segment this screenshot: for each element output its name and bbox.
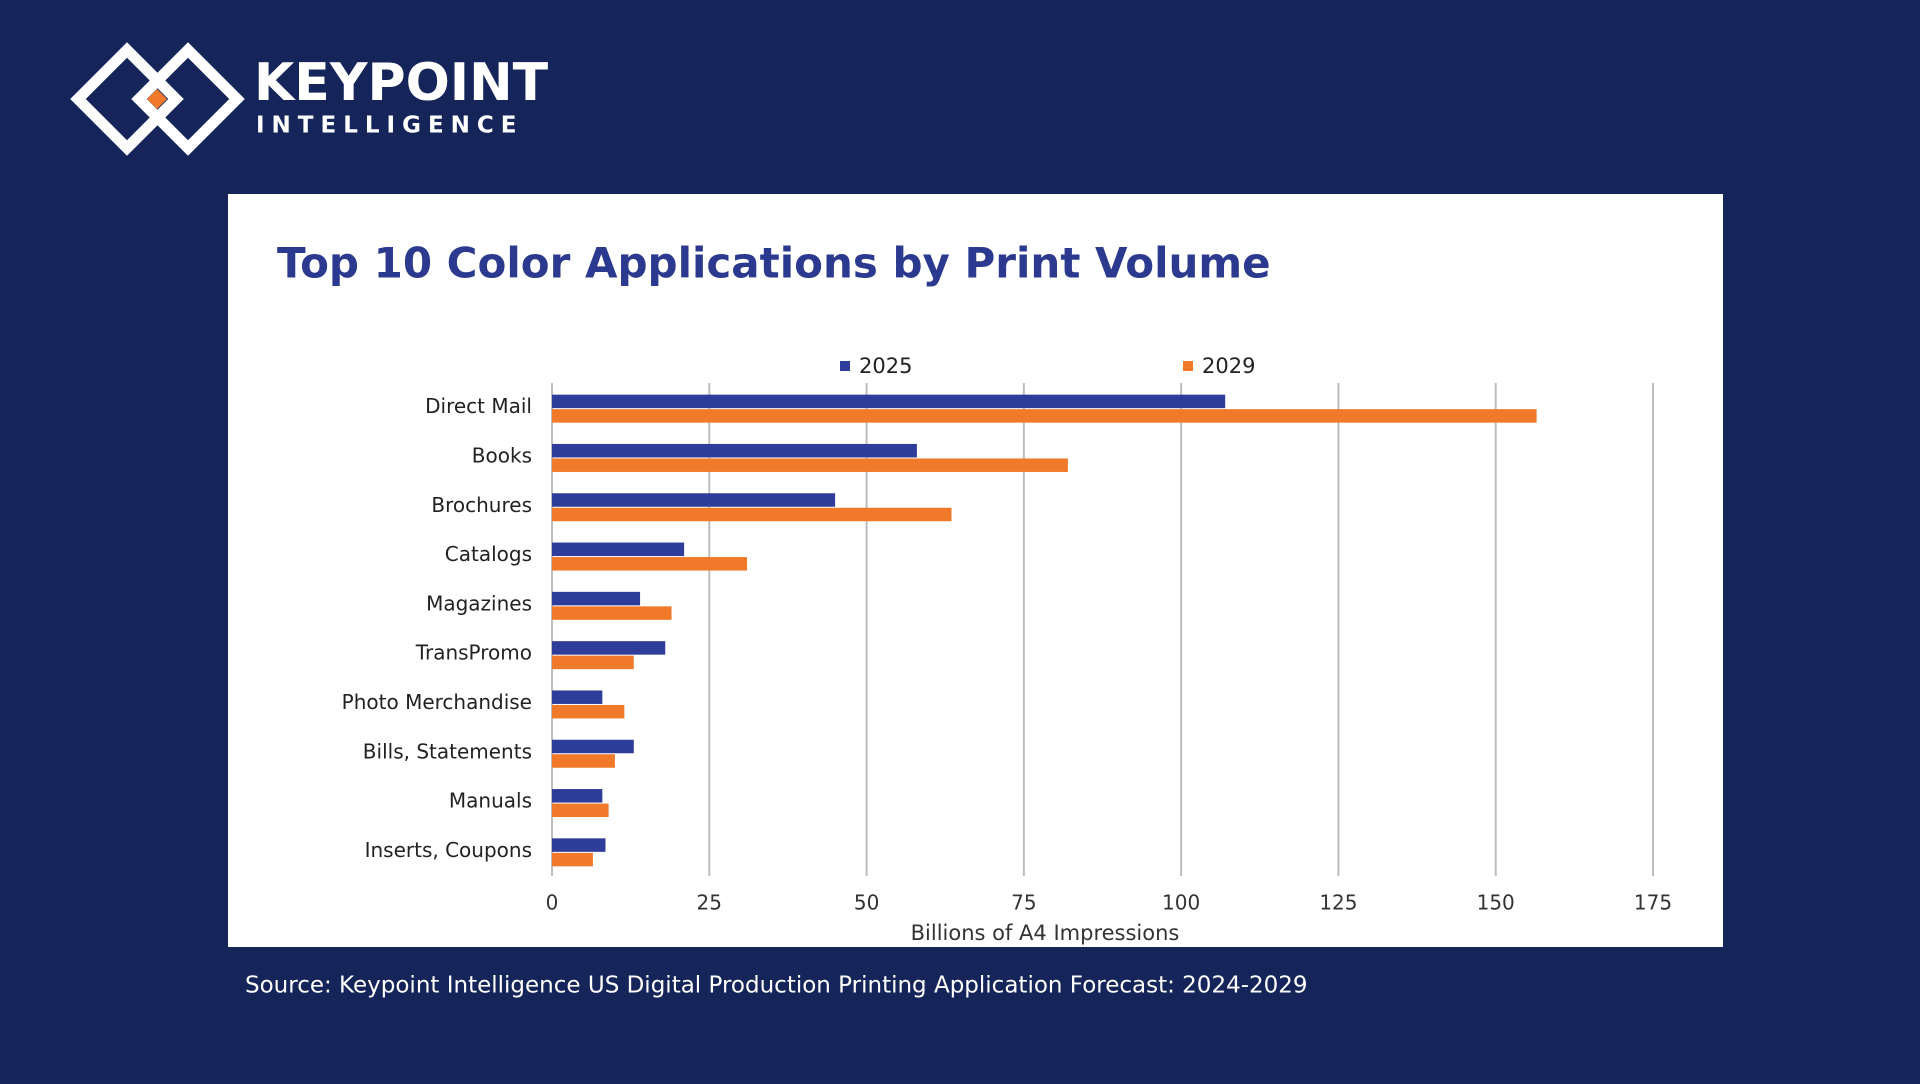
x-tick-label: 50 xyxy=(854,891,879,915)
x-tick-label: 125 xyxy=(1319,891,1357,915)
bar xyxy=(552,409,1537,423)
bar xyxy=(552,458,1068,472)
y-tick-label: Photo Merchandise xyxy=(342,690,532,714)
bar xyxy=(552,606,672,620)
bar xyxy=(552,394,1226,409)
bar xyxy=(552,690,603,704)
x-axis-title: Billions of A4 Impressions xyxy=(911,921,1180,945)
y-tick-label: Books xyxy=(472,443,532,467)
logo-diamond xyxy=(131,42,245,156)
legend-label: 2025 xyxy=(859,354,912,378)
bar xyxy=(552,641,666,655)
y-tick-label: Magazines xyxy=(426,591,532,615)
chart-title: Top 10 Color Applications by Print Volum… xyxy=(277,239,1271,288)
bar xyxy=(552,704,625,719)
legend-swatch xyxy=(1183,361,1193,371)
legend-swatch xyxy=(840,361,850,371)
y-tick-label: Catalogs xyxy=(445,542,532,566)
x-tick-label: 0 xyxy=(546,891,559,915)
y-tick-label: Direct Mail xyxy=(425,394,532,418)
chart-card xyxy=(228,194,1723,947)
x-tick-label: 150 xyxy=(1477,891,1515,915)
bar xyxy=(552,443,917,458)
logo-diamond xyxy=(70,42,184,156)
y-tick-label: Brochures xyxy=(431,493,532,517)
source-note: Source: Keypoint Intelligence US Digital… xyxy=(245,973,1308,999)
bar xyxy=(552,557,748,571)
bar xyxy=(552,591,641,606)
logo-text: KEYPOINT xyxy=(254,53,549,113)
y-tick-label: TransPromo xyxy=(415,641,532,665)
logo-dot xyxy=(147,89,167,109)
logo-subtext: INTELLIGENCE xyxy=(256,113,524,139)
bar xyxy=(552,852,593,867)
x-tick-label: 75 xyxy=(1011,891,1036,915)
bar xyxy=(552,507,952,522)
bar xyxy=(552,754,615,768)
bar xyxy=(552,655,634,670)
bar xyxy=(552,789,603,803)
legend-label: 2029 xyxy=(1202,354,1255,378)
bar xyxy=(552,493,836,507)
x-tick-label: 25 xyxy=(697,891,722,915)
logo xyxy=(70,42,245,156)
y-tick-label: Bills, Statements xyxy=(363,739,532,763)
x-tick-label: 175 xyxy=(1634,891,1672,915)
bar xyxy=(552,739,634,754)
y-tick-label: Manuals xyxy=(449,789,532,813)
bar xyxy=(552,803,609,818)
x-tick-label: 100 xyxy=(1162,891,1200,915)
bar xyxy=(552,542,685,557)
y-tick-label: Inserts, Coupons xyxy=(365,838,532,862)
bar xyxy=(552,838,606,852)
